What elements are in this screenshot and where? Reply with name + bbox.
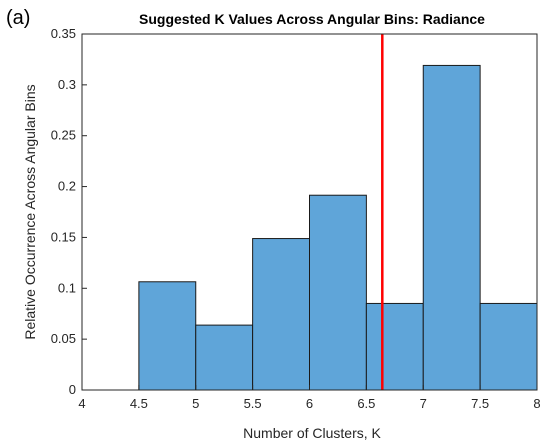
y-axis: 0 0.05 0.1 0.15 0.2 0.25 0.3 0.35 xyxy=(51,26,87,397)
x-tick-label: 5.5 xyxy=(244,396,262,411)
y-tick-label: 0.35 xyxy=(51,26,76,41)
x-axis: 4 4.5 5 5.5 6 6.5 7 7.5 8 xyxy=(78,385,541,411)
histogram-bar-5 xyxy=(365,302,424,391)
x-tick-label: 7 xyxy=(420,396,427,411)
y-tick-label: 0.25 xyxy=(51,128,76,143)
y-axis-label: Relative Occurrence Across Angular Bins xyxy=(22,84,38,339)
x-tick-label: 4 xyxy=(78,396,85,411)
y-tick-label: 0.1 xyxy=(58,280,76,295)
histogram-bar-2 xyxy=(195,324,254,391)
histogram-bar-7 xyxy=(479,302,538,391)
x-axis-label: Number of Clusters, K xyxy=(243,425,381,441)
histogram-bar-6 xyxy=(422,64,481,391)
bars-group xyxy=(138,64,538,391)
x-tick-label: 8 xyxy=(533,396,540,411)
y-tick-label: 0 xyxy=(69,382,76,397)
histogram-bar-1 xyxy=(138,281,197,391)
y-tick-label: 0.2 xyxy=(58,179,76,194)
y-tick-label: 0.05 xyxy=(51,331,76,346)
histogram-bar-3 xyxy=(252,238,310,391)
x-tick-label: 7.5 xyxy=(471,396,489,411)
x-tick-label: 5 xyxy=(192,396,199,411)
panel-label: (a) xyxy=(6,7,30,29)
histogram-bar-4 xyxy=(309,194,367,391)
y-tick-label: 0.15 xyxy=(51,229,76,244)
x-tick-label: 4.5 xyxy=(130,396,148,411)
x-tick-label: 6.5 xyxy=(357,396,375,411)
x-tick-label: 6 xyxy=(306,396,313,411)
chart-title: Suggested K Values Across Angular Bins: … xyxy=(139,11,485,27)
y-tick-label: 0.3 xyxy=(58,77,76,92)
